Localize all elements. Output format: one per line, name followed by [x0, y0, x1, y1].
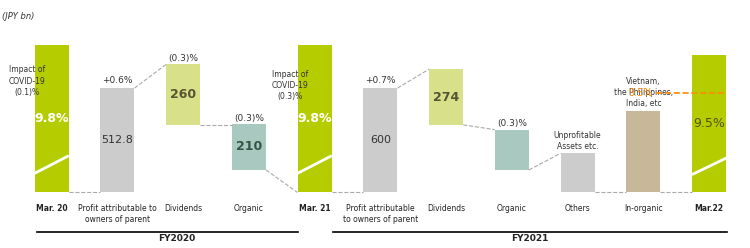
Text: (0.3)%: (0.3)% — [234, 114, 264, 123]
Bar — [429, 69, 464, 125]
Text: Vietnam,
the Philippines,
India, etc: Vietnam, the Philippines, India, etc — [614, 77, 673, 108]
Bar — [232, 124, 266, 170]
Text: 274: 274 — [433, 91, 459, 103]
Text: +0.7%: +0.7% — [365, 76, 395, 85]
Text: 260: 260 — [170, 88, 196, 101]
Text: Unprofitable
Assets etc.: Unprofitable Assets etc. — [554, 131, 602, 151]
Bar — [560, 153, 595, 192]
Text: 9.8%: 9.8% — [298, 113, 332, 125]
Bar — [495, 130, 529, 170]
Bar — [626, 111, 661, 192]
Text: 600: 600 — [370, 135, 391, 145]
Text: +0.6%: +0.6% — [102, 76, 133, 85]
Text: Profit attributable
to owners of parent: Profit attributable to owners of parent — [343, 204, 418, 224]
Text: Organic: Organic — [497, 204, 526, 213]
Text: 9.5%: 9.5% — [693, 117, 725, 130]
Bar — [166, 64, 200, 125]
Bar — [692, 55, 726, 192]
Text: Mar. 21: Mar. 21 — [298, 204, 331, 213]
Text: Others: Others — [565, 204, 590, 213]
Bar — [100, 88, 134, 192]
Bar — [363, 88, 398, 192]
Text: Impact of
COVID-19
(0.1)%: Impact of COVID-19 (0.1)% — [8, 65, 45, 97]
Text: Dividends: Dividends — [427, 204, 465, 213]
Text: 512.8: 512.8 — [101, 135, 134, 145]
Text: 9.5%: 9.5% — [628, 88, 652, 98]
Text: FY2021: FY2021 — [512, 234, 549, 243]
Bar — [34, 45, 69, 192]
Text: Mar.22: Mar.22 — [694, 204, 724, 213]
Text: (0.3)%: (0.3)% — [168, 54, 198, 63]
Text: Impact of
COVID-19
(0.3)%: Impact of COVID-19 (0.3)% — [272, 70, 308, 101]
Bar — [298, 45, 332, 192]
Text: Organic: Organic — [234, 204, 264, 213]
Text: (0.3)%: (0.3)% — [496, 120, 526, 128]
Text: FY2020: FY2020 — [158, 234, 195, 243]
Text: Dividends: Dividends — [164, 204, 202, 213]
Text: In-organic: In-organic — [624, 204, 663, 213]
Text: Mar. 20: Mar. 20 — [36, 204, 68, 213]
Text: (JPY bn): (JPY bn) — [2, 12, 34, 21]
Text: Profit attributable to
owners of parent: Profit attributable to owners of parent — [78, 204, 157, 224]
Text: 210: 210 — [236, 140, 262, 153]
Text: 9.8%: 9.8% — [34, 113, 69, 125]
